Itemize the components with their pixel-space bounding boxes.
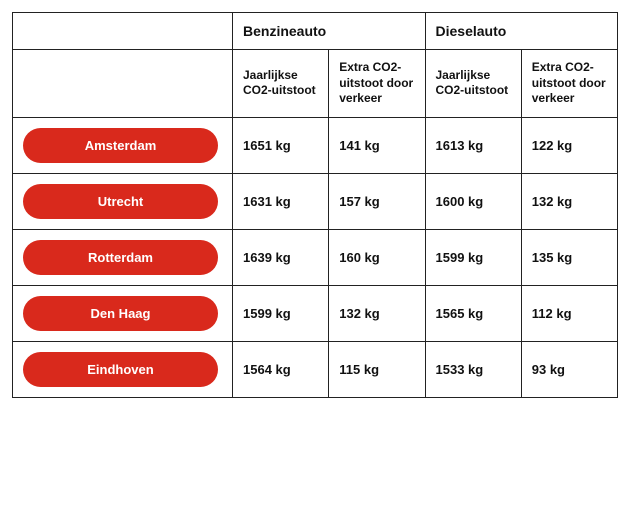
group-header-benzine: Benzineauto [233, 13, 426, 50]
city-cell: Utrecht [13, 173, 233, 229]
value-cell: 1651 kg [233, 117, 329, 173]
subheader-0: Jaarlijkse CO2-uitstoot [233, 50, 329, 118]
value-cell: 115 kg [329, 341, 425, 397]
city-cell: Rotterdam [13, 229, 233, 285]
value-cell: 1613 kg [425, 117, 521, 173]
city-cell: Eindhoven [13, 341, 233, 397]
value-cell: 93 kg [521, 341, 617, 397]
table-row: Den Haag 1599 kg132 kg1565 kg112 kg [13, 285, 618, 341]
city-pill: Amsterdam [23, 128, 218, 163]
value-cell: 1533 kg [425, 341, 521, 397]
city-cell: Amsterdam [13, 117, 233, 173]
value-cell: 160 kg [329, 229, 425, 285]
value-cell: 1599 kg [425, 229, 521, 285]
subheader-1: Extra CO2-uitstoot door verkeer [329, 50, 425, 118]
value-cell: 1564 kg [233, 341, 329, 397]
value-cell: 141 kg [329, 117, 425, 173]
value-cell: 112 kg [521, 285, 617, 341]
value-cell: 135 kg [521, 229, 617, 285]
value-cell: 1639 kg [233, 229, 329, 285]
value-cell: 1599 kg [233, 285, 329, 341]
value-cell: 132 kg [521, 173, 617, 229]
value-cell: 122 kg [521, 117, 617, 173]
city-pill: Utrecht [23, 184, 218, 219]
value-cell: 132 kg [329, 285, 425, 341]
city-cell: Den Haag [13, 285, 233, 341]
table-row: Rotterdam 1639 kg160 kg1599 kg135 kg [13, 229, 618, 285]
table-body: Amsterdam1651 kg141 kg1613 kg122 kgUtrec… [13, 117, 618, 397]
city-pill: Eindhoven [23, 352, 218, 387]
city-pill: Rotterdam [23, 240, 218, 275]
table-row: Eindhoven 1564 kg115 kg1533 kg93 kg [13, 341, 618, 397]
city-pill: Den Haag [23, 296, 218, 331]
header-row-sub: Jaarlijkse CO2-uitstoot Extra CO2-uitsto… [13, 50, 618, 118]
value-cell: 1565 kg [425, 285, 521, 341]
subheader-empty [13, 50, 233, 118]
table-row: Amsterdam 1651 kg141 kg1613 kg122 kg [13, 117, 618, 173]
co2-table: Benzineauto Dieselauto Jaarlijkse CO2-ui… [12, 12, 618, 398]
value-cell: 1631 kg [233, 173, 329, 229]
subheader-3: Extra CO2-uitstoot door verkeer [521, 50, 617, 118]
group-header-diesel: Dieselauto [425, 13, 618, 50]
value-cell: 157 kg [329, 173, 425, 229]
table-row: Utrecht 1631 kg157 kg1600 kg132 kg [13, 173, 618, 229]
value-cell: 1600 kg [425, 173, 521, 229]
subheader-2: Jaarlijkse CO2-uitstoot [425, 50, 521, 118]
header-empty [13, 13, 233, 50]
header-row-groups: Benzineauto Dieselauto [13, 13, 618, 50]
